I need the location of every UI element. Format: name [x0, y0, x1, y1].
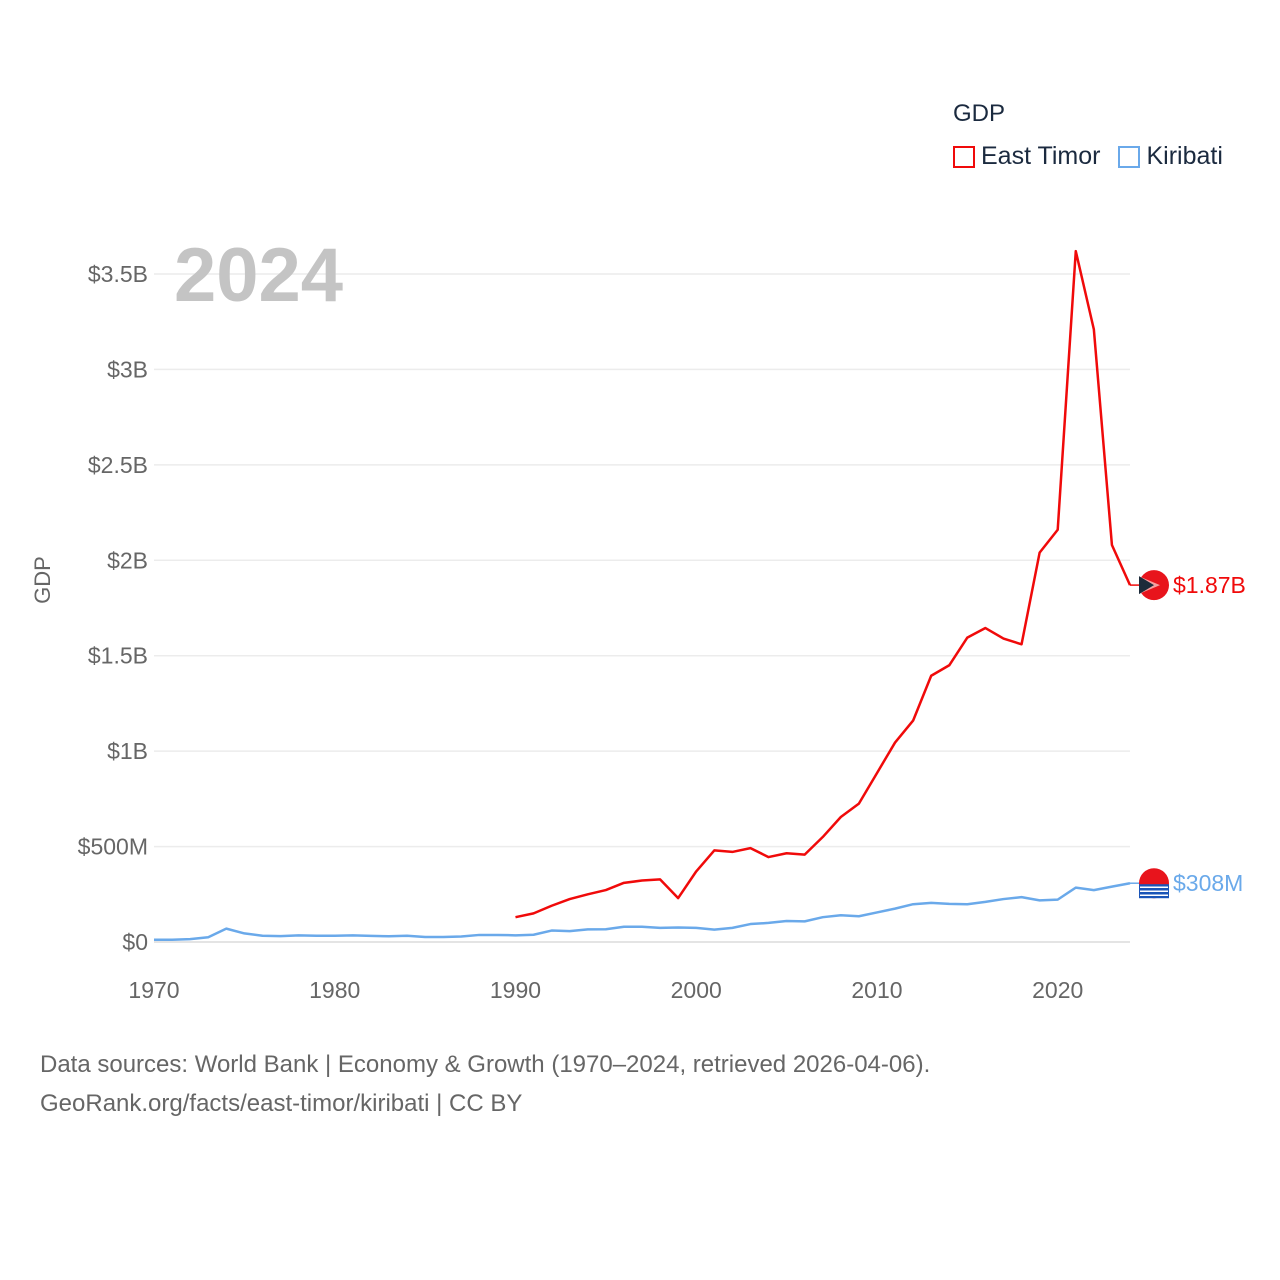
- source-note: Data sources: World Bank | Economy & Gro…: [40, 1045, 930, 1123]
- y-tick-label: $2B: [107, 547, 148, 573]
- legend-item-kiribati[interactable]: Kiribati: [1118, 142, 1223, 171]
- x-tick-label: 2000: [671, 977, 722, 1003]
- y-tick-label: $3B: [107, 356, 148, 382]
- series-line-kiribati: [154, 881, 1131, 941]
- legend-label: East Timor: [981, 142, 1101, 170]
- x-tick-label: 1990: [490, 977, 541, 1003]
- x-tick-label: 1980: [309, 977, 360, 1003]
- source-line: Data sources: World Bank | Economy & Gro…: [40, 1051, 931, 1078]
- legend-item-east-timor[interactable]: East Timor: [953, 142, 1100, 171]
- legend-title: GDP: [953, 100, 1006, 127]
- legend-swatch-east-timor: [953, 145, 975, 168]
- legend-swatch-kiribati: [1118, 145, 1141, 168]
- x-tick-label: 1970: [128, 977, 179, 1003]
- source-url[interactable]: GeoRank.org/facts/east-timor/kiribati | …: [40, 1090, 523, 1117]
- legend: East Timor Kiribati: [953, 142, 1223, 171]
- y-tick-label: $0: [122, 929, 148, 955]
- y-axis-label: GDP: [30, 556, 55, 604]
- flag-triangle-dark: [1139, 576, 1154, 595]
- y-tick-label: $3.5B: [88, 261, 148, 287]
- y-tick-label: $2.5B: [88, 452, 148, 478]
- end-value-label: $308M: [1173, 870, 1243, 896]
- y-tick-label: $500M: [78, 834, 148, 860]
- series-line-east-timor: [515, 249, 1132, 919]
- legend-label: Kiribati: [1146, 142, 1223, 170]
- x-tick-label: 2020: [1032, 977, 1083, 1003]
- y-tick-label: $1.5B: [88, 643, 148, 669]
- end-value-label: $1.87B: [1173, 572, 1246, 598]
- y-tick-label: $1B: [107, 738, 148, 764]
- x-tick-label: 2010: [851, 977, 902, 1003]
- year-watermark: 2024: [174, 233, 343, 318]
